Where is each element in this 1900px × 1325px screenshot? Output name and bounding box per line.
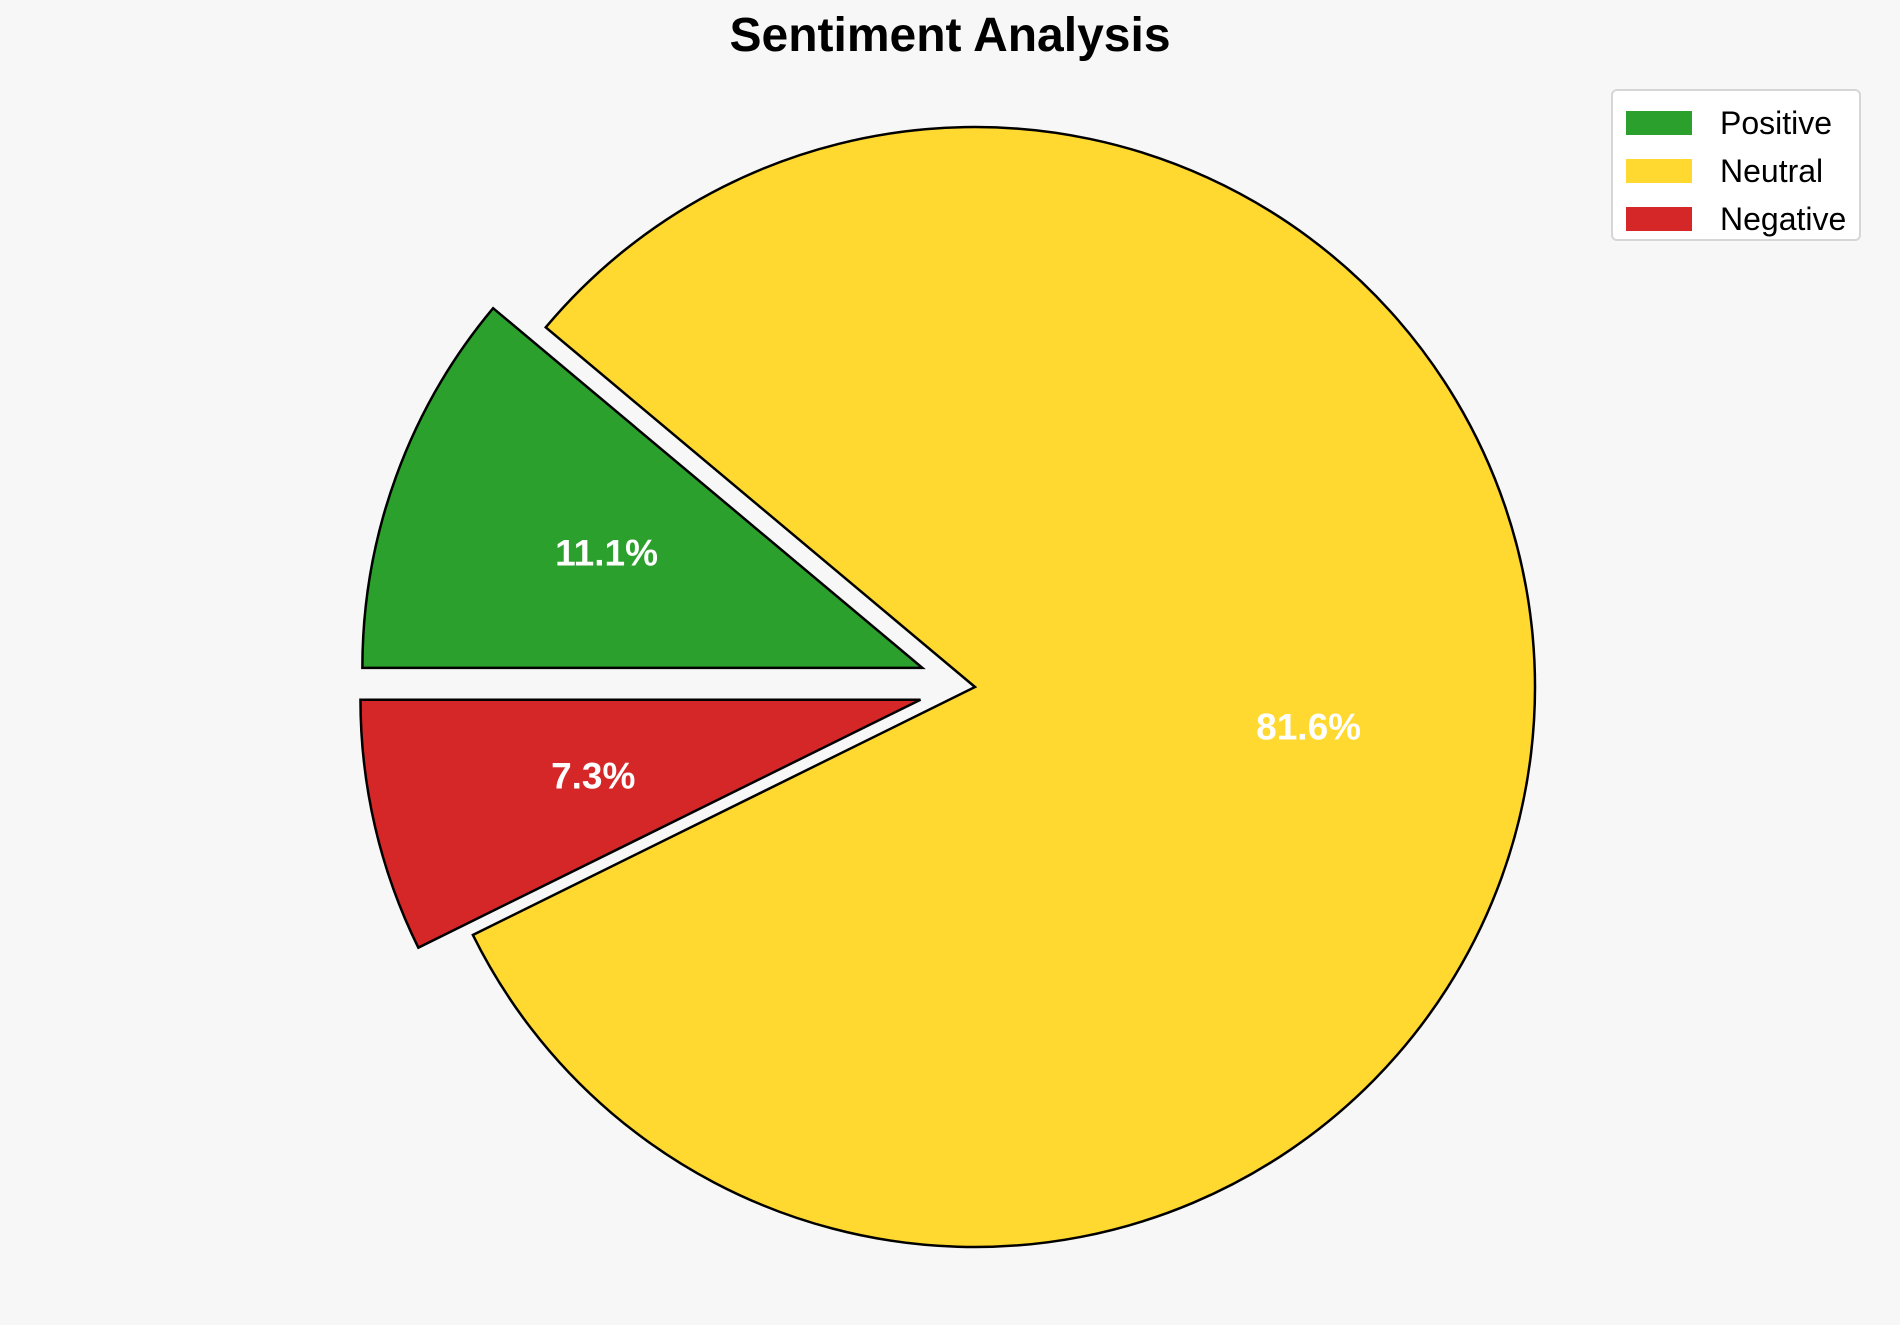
slice-label-negative: 7.3% [551, 756, 635, 797]
legend-label-positive: Positive [1720, 104, 1833, 141]
pie-slice-positive [361, 306, 926, 670]
legend-label-neutral: Neutral [1720, 152, 1824, 189]
slice-label-neutral: 81.6% [1256, 707, 1361, 748]
pie-slice-negative [359, 698, 922, 950]
pie-slice-neutral [471, 125, 1537, 1249]
chart-title: Sentiment Analysis [729, 9, 1171, 62]
pie-slices [359, 125, 1537, 1249]
legend-swatch-positive [1626, 111, 1692, 135]
pie-slice-labels: 11.1% 81.6% 7.3% [551, 533, 1361, 797]
legend-item-negative: Negative [1626, 195, 1859, 243]
legend: Positive Neutral Negative [1611, 89, 1861, 241]
slice-label-positive: 11.1% [555, 533, 658, 574]
legend-swatch-negative [1626, 207, 1692, 231]
legend-label-negative: Negative [1720, 200, 1847, 237]
legend-swatch-neutral [1626, 159, 1692, 183]
legend-item-positive: Positive [1626, 99, 1859, 147]
legend-item-neutral: Neutral [1626, 147, 1859, 195]
